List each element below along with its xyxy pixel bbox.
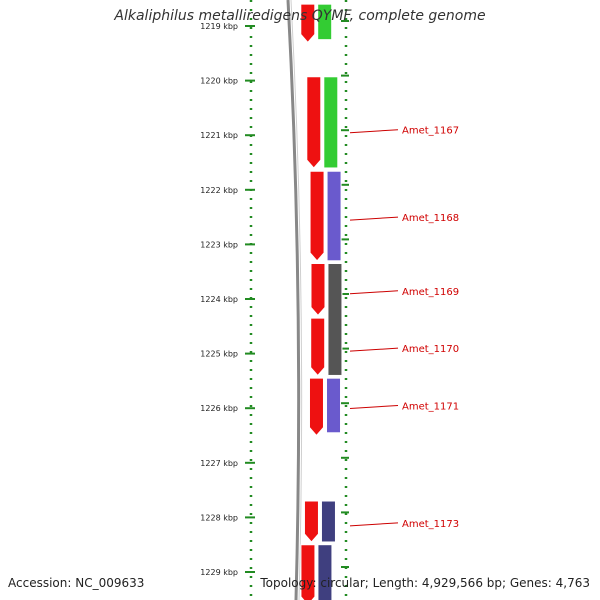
feature-block (317, 3, 333, 41)
accession-text: Accession: NC_009633 (8, 576, 145, 590)
tick-label: 1219 kbp (200, 22, 238, 31)
feature-block (317, 544, 333, 600)
tick-label: 1227 kbp (200, 459, 238, 468)
gene-arrow (303, 500, 319, 543)
gene-arrow (300, 544, 316, 600)
gene-label: Amet_1171 (402, 401, 459, 412)
leader-line (349, 290, 399, 295)
tick-label: 1223 kbp (200, 240, 238, 249)
topology-text: Topology: circular; Length: 4,929,566 bp… (260, 576, 590, 590)
tick-label: 1224 kbp (200, 295, 238, 304)
genome-backbone-inner (290, 0, 303, 600)
genome-backbone (286, 0, 301, 600)
tick-label: 1222 kbp (200, 186, 238, 195)
map-title: Alkaliphilus metalliredigens QYMF, compl… (114, 8, 486, 24)
gene-arrow (310, 263, 326, 317)
gene-label: Amet_1173 (402, 519, 459, 530)
gene-arrow (309, 170, 325, 262)
feature-block (326, 170, 342, 262)
tick-label: 1229 kbp (200, 568, 238, 577)
tick-label: 1220 kbp (200, 77, 238, 86)
feature-block (327, 263, 343, 376)
position-axis: 1219 kbp 1220 kbp 1221 kbp 1222 kbp 1223 kbp… (200, 0, 255, 600)
tick-label: 1228 kbp (200, 513, 238, 522)
outer-dotted-axis (341, 0, 349, 600)
gene-arrow (308, 377, 324, 437)
gene-labels: Amet_1167 Amet_1168 Amet_1169 Amet_1170 Amet… (349, 126, 459, 530)
forward-strand-track (300, 3, 326, 600)
leader-line (349, 216, 399, 221)
tick-label: 1221 kbp (200, 131, 238, 140)
gene-arrow (310, 317, 326, 377)
leader-line (349, 347, 399, 352)
gene-label: Amet_1168 (402, 213, 459, 224)
gene-arrow (300, 3, 316, 44)
tick-label: 1226 kbp (200, 404, 238, 413)
feature-block (323, 76, 339, 169)
leader-line (349, 522, 399, 527)
tick-label: 1225 kbp (200, 350, 238, 359)
leader-line (349, 129, 399, 134)
leader-line (349, 404, 399, 409)
gene-label: Amet_1170 (402, 344, 459, 355)
feature-track (317, 3, 343, 600)
gene-label: Amet_1169 (402, 287, 459, 298)
feature-block (326, 377, 342, 434)
feature-block (320, 500, 336, 543)
gene-label: Amet_1167 (402, 126, 459, 137)
gene-arrow (306, 76, 322, 169)
